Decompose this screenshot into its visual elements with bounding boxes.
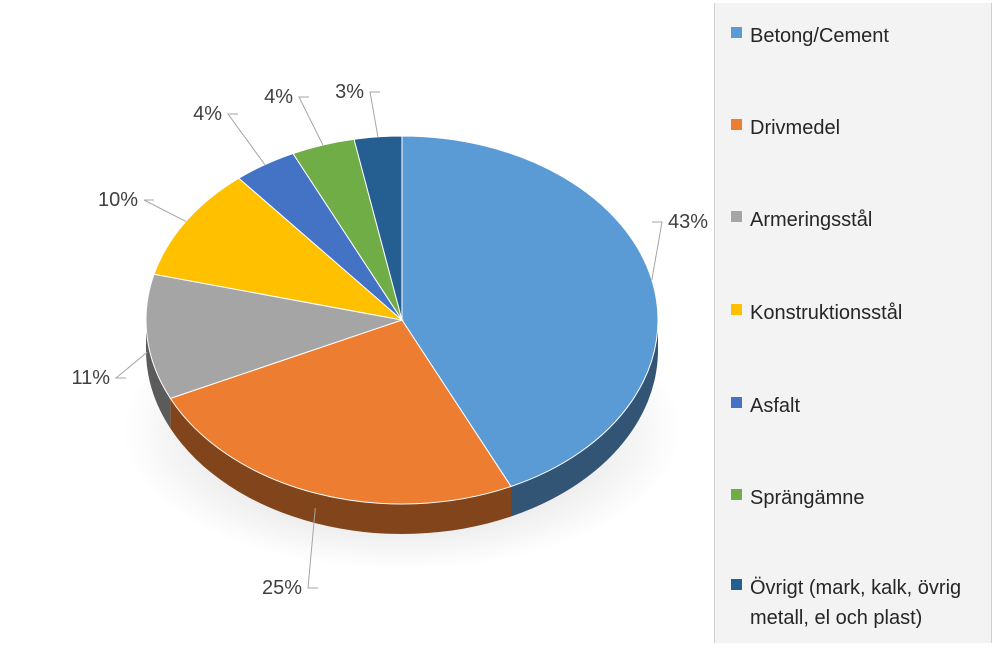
legend-swatch	[731, 119, 742, 130]
data-label-ovrigt-mark-kalk-ovrig-metall-el-och-plast: 3%	[335, 81, 364, 103]
data-label-drivmedel: 25%	[262, 577, 302, 599]
leader-line-asfalt	[227, 113, 266, 165]
legend-item-ovrigt-mark-kalk-ovrig-metall-el-och-plast: Övrigt (mark, kalk, övrig metall, el och…	[731, 573, 993, 633]
legend-label: Betong/Cement	[750, 25, 889, 47]
legend-swatch	[731, 489, 742, 500]
leader-line-drivmedel	[307, 508, 318, 589]
legend-label: Konstruktionsstål	[750, 302, 903, 324]
legend-item-betong-cement: Betong/Cement	[731, 21, 993, 51]
legend-item-armeringsstal: Armeringsstål	[731, 205, 993, 235]
legend-item-konstruktionsstal: Konstruktionsstål	[731, 298, 993, 328]
leader-line-ovrigt-mark-kalk-ovrig-metall-el-och-plast	[369, 91, 380, 137]
leader-line-armeringsstal	[114, 351, 148, 379]
pie-side-armeringsstal	[146, 320, 171, 429]
pie-side-drivmedel	[170, 398, 511, 534]
legend-item-asfalt: Asfalt	[731, 391, 993, 421]
legend-item-sprangamne: Sprängämne	[731, 483, 993, 513]
legend-swatch	[731, 304, 742, 315]
leader-line-betong-cement	[651, 221, 663, 280]
legend-label: Drivmedel	[750, 117, 841, 139]
data-label-konstruktionsstal: 10%	[98, 189, 138, 211]
legend-label: Asfalt	[750, 395, 801, 417]
data-label-betong-cement: 43%	[668, 211, 708, 233]
legend-swatch	[731, 579, 742, 590]
leader-line-sprangamne	[298, 96, 324, 146]
data-label-sprangamne: 4%	[264, 86, 293, 108]
legend-swatch	[731, 27, 742, 38]
data-label-asfalt: 4%	[193, 103, 222, 125]
legend-label: Armeringsstål	[750, 209, 873, 231]
legend: Betong/Cement Drivmedel Armeringsstål Konst…	[714, 3, 992, 643]
pie-slice-konstruktionsstal	[153, 177, 404, 321]
legend-swatch	[731, 397, 742, 408]
pie-slice-drivmedel	[169, 319, 512, 505]
pie-chart: 43% 25% 11% 10% 4% 4% 3%	[71, 81, 708, 599]
legend-item-drivmedel: Drivmedel	[731, 113, 993, 143]
pie-slice-armeringsstal	[145, 273, 404, 399]
legend-label: Sprängämne	[750, 487, 865, 509]
legend-swatch	[731, 211, 742, 222]
pie-side-betong-cement	[510, 320, 658, 517]
leader-line-konstruktionsstal	[143, 199, 187, 222]
legend-label: Övrigt (mark, kalk, övrig metall, el och…	[750, 577, 962, 629]
data-label-armeringsstal: 11%	[71, 367, 110, 389]
